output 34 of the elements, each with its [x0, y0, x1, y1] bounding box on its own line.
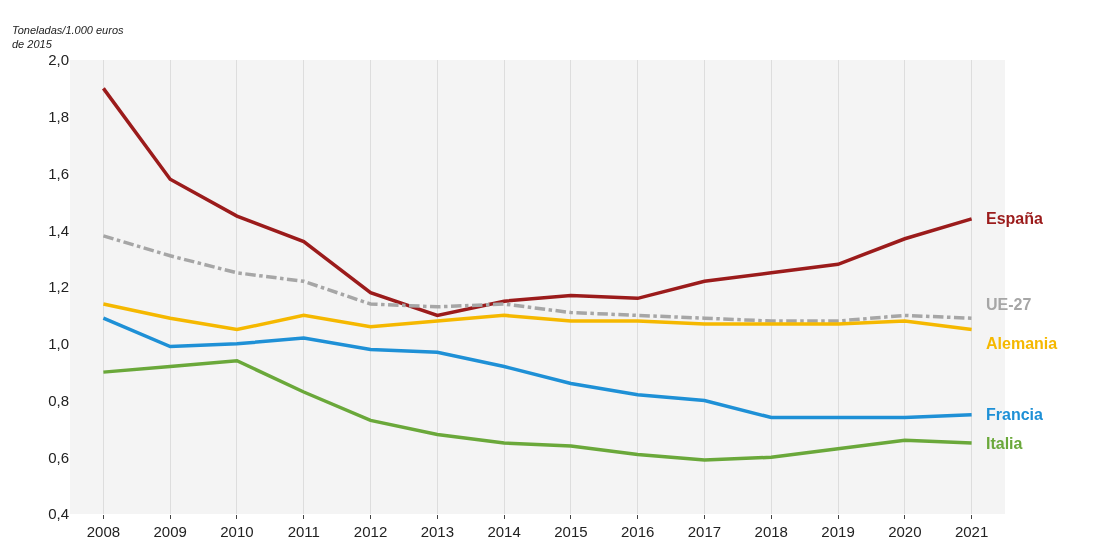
- line-series: [101, 359, 974, 462]
- y-tick-label: 2,0: [48, 51, 69, 69]
- y-axis-title: Toneladas/1.000 euros de 2015: [12, 24, 125, 51]
- x-tick-label: 2010: [220, 523, 254, 540]
- x-tick-label: 2019: [821, 523, 855, 540]
- x-tick-label: 2021: [954, 523, 989, 540]
- y-tick-label: 1,4: [48, 221, 69, 239]
- x-tick-label: 2008: [86, 523, 121, 540]
- x-tick-label: 2014: [487, 523, 521, 540]
- series-label: UE-27: [986, 296, 1032, 313]
- x-tick-label: 2018: [754, 523, 788, 540]
- line-series: [101, 234, 974, 323]
- x-tick-label: 2016: [620, 523, 655, 540]
- y-tick-label: 0,8: [48, 391, 69, 409]
- x-tick-label: 2017: [687, 523, 722, 540]
- line-series: [101, 302, 974, 332]
- y-tick-label: 1,2: [48, 278, 69, 296]
- x-tick-label: 2011: [287, 523, 320, 540]
- series-label: Francia: [986, 406, 1044, 423]
- x-tick-label: 2009: [153, 523, 187, 540]
- y-tick-label: 1,0: [48, 335, 69, 352]
- series-label: Italia: [986, 435, 1023, 452]
- x-tick-label: 2020: [888, 523, 922, 540]
- series-label: Alemania: [986, 335, 1058, 352]
- y-tick-label: 0,6: [48, 448, 69, 466]
- x-tick-label: 2013: [420, 523, 455, 540]
- y-tick-label: 0,4: [48, 505, 69, 523]
- y-tick-label: 1,8: [48, 108, 69, 125]
- x-tick-label: 2015: [554, 523, 588, 540]
- y-tick-label: 1,6: [48, 164, 69, 182]
- series-label: España: [986, 210, 1044, 227]
- line-series: [101, 86, 974, 318]
- line-series: [101, 316, 974, 420]
- x-tick-label: 2012: [353, 523, 388, 540]
